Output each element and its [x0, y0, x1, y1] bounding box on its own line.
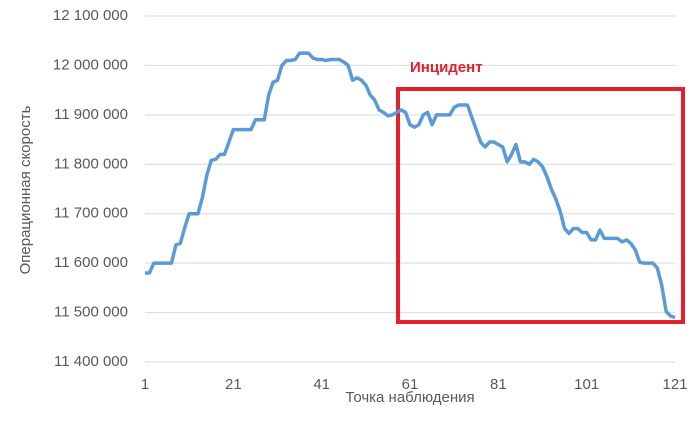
- series-line: [145, 51, 676, 320]
- x-tick-label: 121: [662, 376, 687, 393]
- x-tick-label: 1: [141, 376, 149, 393]
- y-tick-label: 11 500 000: [54, 304, 128, 321]
- y-tick-label: 11 400 000: [54, 353, 128, 370]
- y-tick-label: 12 100 000: [53, 7, 128, 24]
- incident-box: [396, 87, 685, 324]
- x-tick-label: 101: [574, 376, 599, 393]
- y-tick-label: 11 800 000: [54, 155, 128, 172]
- y-axis-title: Операционная скорость: [17, 105, 34, 274]
- annotation: Инцидент: [410, 59, 483, 76]
- y-tick-label: 11 900 000: [54, 106, 128, 123]
- y-tick-label: 11 600 000: [54, 254, 128, 271]
- x-tick-label: 41: [313, 376, 330, 393]
- x-axis-title: Точка наблюдения: [345, 389, 474, 406]
- x-tick-label: 61: [402, 376, 419, 393]
- x-tick-label: 21: [225, 376, 242, 393]
- x-tick-label: 81: [490, 376, 507, 393]
- y-tick-label: 12 000 000: [53, 56, 128, 73]
- y-tick-label: 11 700 000: [54, 205, 128, 222]
